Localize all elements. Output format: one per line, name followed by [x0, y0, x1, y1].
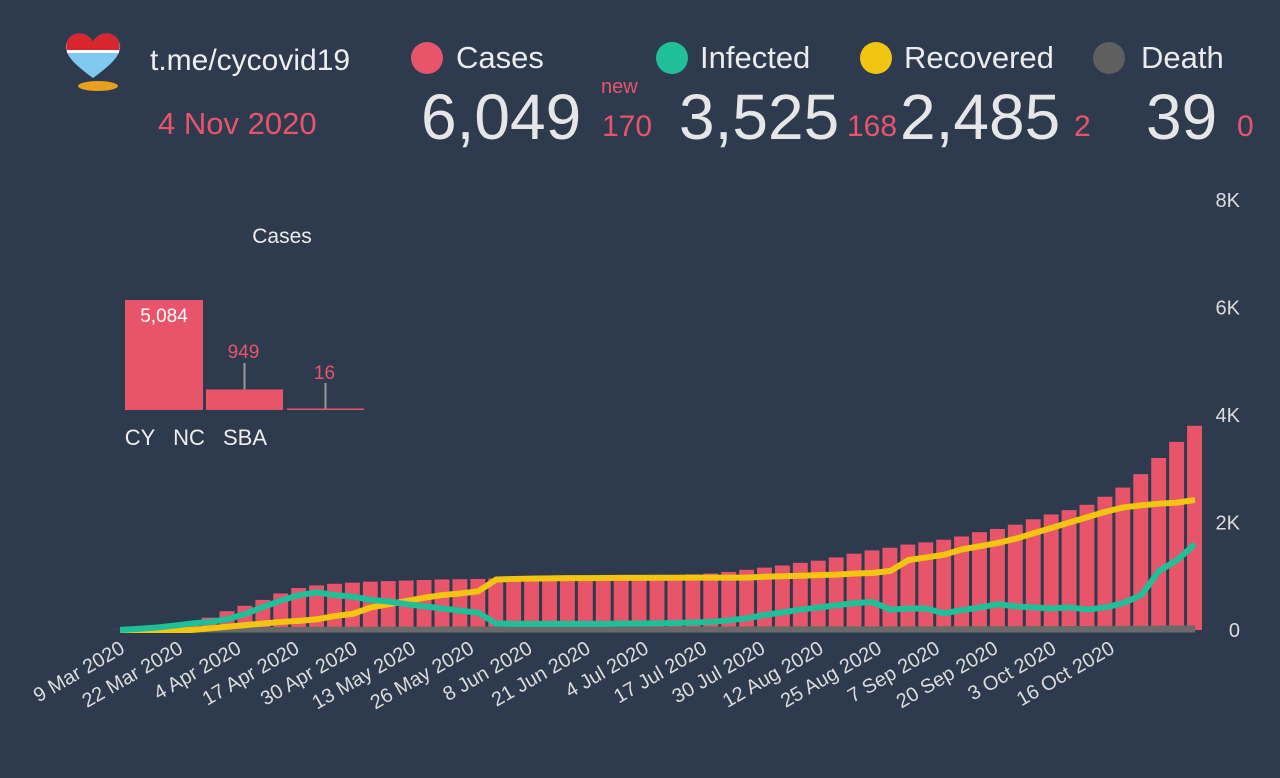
- cases-bar: [1133, 474, 1149, 630]
- cases-bar: [488, 578, 504, 630]
- death-new: 0: [1237, 110, 1254, 143]
- y-tick-label: 0: [1229, 620, 1240, 642]
- cases-total: 6,049: [421, 81, 582, 153]
- cases-legend-dot: [411, 42, 443, 74]
- region-bar: [287, 408, 364, 410]
- region-chart-title: Cases: [252, 225, 312, 248]
- cases-bar: [1079, 504, 1095, 630]
- region-value-label: 5,084: [140, 306, 188, 327]
- cases-legend: Cases: [456, 40, 544, 75]
- cases-bar: [577, 576, 593, 630]
- infected-legend: Infected: [700, 40, 811, 75]
- cases-bar: [327, 583, 342, 630]
- region-category-label: SBA: [223, 425, 267, 450]
- cases-bar: [613, 575, 629, 630]
- cases-bar: [1097, 496, 1113, 630]
- death-line: [120, 625, 1196, 633]
- cases-bar: [936, 539, 952, 630]
- cases-bar: [649, 575, 665, 630]
- recovered-line: [120, 496, 1196, 633]
- region-value-label: 16: [314, 363, 335, 384]
- death-total: 39: [1146, 81, 1218, 153]
- infected-new: 168: [847, 110, 898, 143]
- region-category-label: CY: [125, 425, 156, 450]
- cases-bar: [1043, 514, 1059, 630]
- y-tick-label: 4K: [1216, 405, 1241, 427]
- region-category-label: NC: [173, 425, 205, 450]
- recovered-total: 2,485: [900, 81, 1061, 153]
- region-bar: [206, 389, 283, 410]
- cases-bar: [344, 582, 360, 630]
- cases-bar: [703, 573, 719, 630]
- cases-bar: [524, 577, 540, 630]
- cases-bar: [434, 579, 450, 630]
- cases-bar: [1169, 441, 1185, 630]
- y-tick-label: 6K: [1216, 298, 1241, 320]
- region-value-label: 949: [228, 342, 260, 363]
- cases-bar: [667, 574, 683, 630]
- report-date: 4 Nov 2020: [158, 106, 317, 141]
- cases-bar: [882, 547, 898, 630]
- cases-bar: [506, 577, 522, 630]
- y-tick-label: 8K: [1216, 190, 1241, 212]
- cases-new: 170: [602, 110, 653, 143]
- recovered-new: 2: [1074, 110, 1091, 143]
- cases-bar: [1187, 425, 1202, 630]
- cases-bar: [1151, 458, 1167, 630]
- cases-bar: [864, 550, 880, 630]
- cases-bar: [1025, 519, 1041, 630]
- infected-line: [119, 541, 1198, 633]
- cases-bar: [1115, 487, 1131, 630]
- death-legend-dot: [1093, 42, 1125, 74]
- cases-bar: [631, 575, 647, 630]
- cases-bar: [721, 571, 737, 630]
- infected-legend-dot: [656, 42, 688, 74]
- death-legend: Death: [1141, 40, 1224, 75]
- cases-bar: [542, 576, 557, 630]
- infected-total: 3,525: [679, 81, 840, 153]
- cases-bar: [828, 557, 844, 630]
- cases-bar: [452, 579, 468, 630]
- channel-link[interactable]: t.me/cycovid19: [150, 44, 351, 77]
- y-tick-label: 2K: [1216, 513, 1241, 535]
- region-bar: [125, 300, 203, 410]
- cases-bar: [846, 553, 862, 630]
- cases-bar: [1061, 510, 1077, 630]
- cases-bar: [685, 574, 701, 630]
- cases-bar: [559, 576, 575, 630]
- cases-bar: [595, 576, 611, 630]
- recovered-legend-dot: [860, 42, 892, 74]
- new-label: new: [601, 76, 638, 98]
- quarantine-heart-logo: [65, 33, 121, 91]
- recovered-legend: Recovered: [904, 40, 1054, 75]
- cases-bar: [810, 560, 826, 630]
